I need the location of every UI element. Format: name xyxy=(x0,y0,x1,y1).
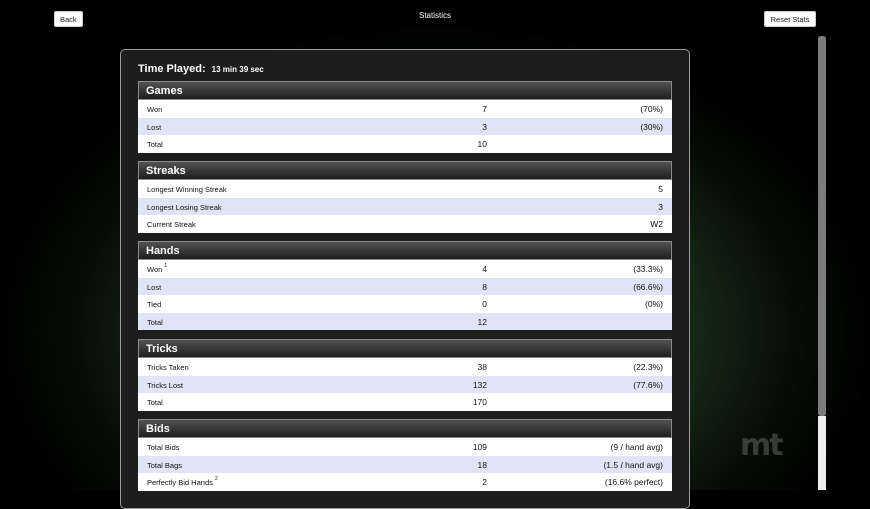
time-played-label: Time Played: xyxy=(138,63,206,75)
row-label-text: Total xyxy=(147,317,163,327)
table-row: Current Streak W2 xyxy=(138,215,672,233)
footnote-marker: 2 xyxy=(214,476,218,482)
section-streaks: Streaks Longest Winning Streak 5 Longest Lo… xyxy=(138,161,672,233)
row-label-text: Lost xyxy=(147,122,162,132)
row-value: 109 xyxy=(472,442,487,452)
row-extra: (16.6% perfect) xyxy=(604,477,663,487)
table-row: Won 7 (70%) xyxy=(138,100,672,118)
time-played-value: 13 min 39 sec xyxy=(211,65,264,74)
section-header: Tricks xyxy=(138,339,672,358)
table-row: Total 10 xyxy=(138,135,672,153)
row-extra: (33.3%) xyxy=(633,264,663,274)
row-label: Tied xyxy=(147,300,161,309)
row-extra: (66.6%) xyxy=(633,281,663,292)
table-row: Longest Winning Streak 5 xyxy=(138,180,672,198)
row-value: 170 xyxy=(472,397,487,407)
row-label-text: Total Bags xyxy=(147,460,183,470)
scrollbar-thumb[interactable] xyxy=(818,36,826,416)
table-row: Total Bags 18 (1.5 / hand avg) xyxy=(138,455,672,473)
row-value: 10 xyxy=(477,139,487,149)
row-label-text: Tricks Lost xyxy=(147,380,183,390)
table-row: Tricks Lost 132 (77.6%) xyxy=(138,375,672,393)
table-row: Tricks Taken 38 (22.3%) xyxy=(138,358,672,376)
row-label-text: Won xyxy=(147,105,163,114)
section-header: Games xyxy=(138,81,672,100)
row-label: Won 1 xyxy=(147,263,168,274)
row-extra: 5 xyxy=(658,184,663,194)
row-value: 132 xyxy=(472,379,487,390)
row-label-text: Total xyxy=(147,140,163,149)
table-row: Lost 3 (30%) xyxy=(138,117,672,135)
time-played: Time Played: 13 min 39 sec xyxy=(138,59,264,77)
row-value: 12 xyxy=(477,316,487,327)
section-tricks: Tricks Tricks Taken 38 (22.3%) Tricks Lost 13… xyxy=(138,339,672,411)
watermark-logo: mt xyxy=(740,428,784,463)
page-title: Statistics xyxy=(418,11,451,20)
row-extra: (9 / hand avg) xyxy=(610,442,663,452)
row-label: Total xyxy=(147,318,163,327)
row-label: Total xyxy=(147,398,163,407)
row-label: Perfectly Bid Hands 2 xyxy=(147,476,218,487)
row-label: Tricks Lost xyxy=(147,381,183,390)
row-extra: (30%) xyxy=(640,121,663,132)
table-row: Lost 8 (66.6%) xyxy=(138,277,672,295)
section-hands: Hands Won 1 4 (33.3%) Lost 8 (66.6%) Tied 0 (0%) T… xyxy=(138,241,672,330)
row-label: Total xyxy=(147,140,163,149)
row-label-text: Current Streak xyxy=(147,220,196,229)
row-value: 2 xyxy=(482,477,487,487)
section-header: Bids xyxy=(138,419,672,438)
row-value: 3 xyxy=(482,121,487,132)
row-extra: (1.5 / hand avg) xyxy=(603,459,663,470)
table-row: Total 170 xyxy=(138,393,672,411)
row-value: 0 xyxy=(482,299,487,309)
row-label: Total Bids xyxy=(147,443,180,452)
row-extra: (70%) xyxy=(640,104,663,114)
table-row: Tied 0 (0%) xyxy=(138,295,672,313)
row-value: 7 xyxy=(482,104,487,114)
row-label-text: Total Bids xyxy=(147,443,180,452)
row-label: Longest Winning Streak xyxy=(147,185,227,194)
row-extra: (22.3%) xyxy=(633,362,663,372)
footnote-marker: 1 xyxy=(164,263,168,269)
row-label: Lost xyxy=(147,123,161,132)
row-label: Total Bags xyxy=(147,461,182,470)
row-label-text: Won xyxy=(147,265,163,274)
row-label: Lost xyxy=(147,283,161,292)
row-extra: 3 xyxy=(658,201,663,212)
row-extra: (77.6%) xyxy=(633,379,663,390)
row-value: 38 xyxy=(477,362,487,372)
scrollbar-lower xyxy=(818,416,826,490)
row-label-text: Total xyxy=(147,398,163,407)
row-label: Current Streak xyxy=(147,220,196,229)
row-label: Won xyxy=(147,105,162,114)
row-label-text: Longest Losing Streak xyxy=(147,202,222,212)
row-extra: W2 xyxy=(650,219,663,229)
section-header: Streaks xyxy=(138,161,672,180)
row-label-text: Tied xyxy=(147,300,162,309)
table-row: Total 12 xyxy=(138,312,672,330)
row-label: Longest Losing Streak xyxy=(147,203,222,212)
row-label-text: Longest Winning Streak xyxy=(147,185,227,194)
section-games: Games Won 7 (70%) Lost 3 (30%) Total 10 xyxy=(138,81,672,153)
row-label-text: Lost xyxy=(147,282,162,292)
row-value: 8 xyxy=(482,281,487,292)
row-value: 4 xyxy=(482,264,487,274)
row-label-text: Perfectly Bid Hands xyxy=(147,478,213,487)
table-row: Total Bids 109 (9 / hand avg) xyxy=(138,438,672,456)
row-label: Tricks Taken xyxy=(147,363,189,372)
top-bar: Back Statistics Reset Stats xyxy=(0,0,870,36)
reset-stats-button[interactable]: Reset Stats xyxy=(764,11,816,27)
table-row: Perfectly Bid Hands 2 2 (16.6% perfect) xyxy=(138,473,672,491)
table-row: Won 1 4 (33.3%) xyxy=(138,260,672,278)
row-value: 18 xyxy=(477,459,487,470)
back-button[interactable]: Back xyxy=(54,11,83,27)
row-label-text: Tricks Taken xyxy=(147,363,189,372)
table-row: Longest Losing Streak 3 xyxy=(138,197,672,215)
section-bids: Bids Total Bids 109 (9 / hand avg) Total Bag… xyxy=(138,419,672,491)
section-header: Hands xyxy=(138,241,672,260)
row-extra: (0%) xyxy=(645,299,663,309)
stats-panel: Time Played: 13 min 39 sec Games Won 7 (70%)… xyxy=(120,49,690,509)
